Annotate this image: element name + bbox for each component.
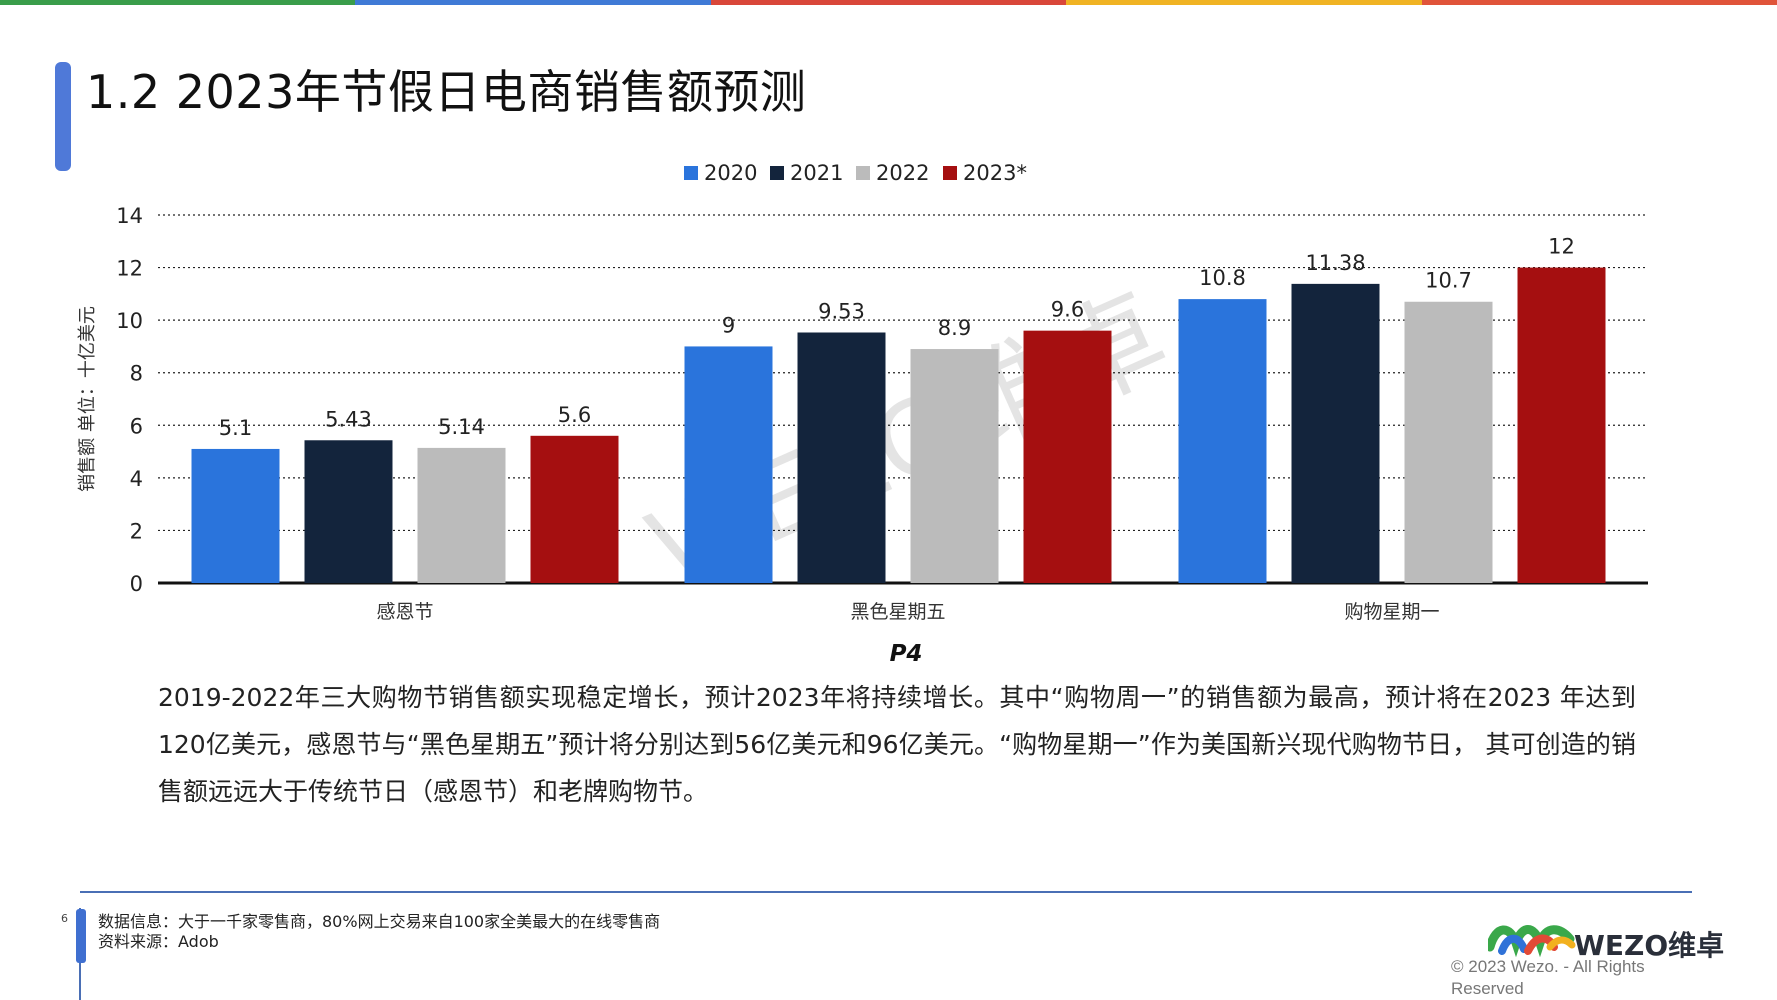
- legend-swatch: [856, 166, 870, 180]
- legend-swatch: [943, 166, 957, 180]
- data-label: 5.6: [558, 403, 591, 427]
- y-tick-label: 4: [130, 467, 143, 491]
- legend-label: 2022: [876, 161, 929, 185]
- x-tick-label: 购物星期一: [1344, 601, 1439, 623]
- top-bar-segment: [0, 0, 356, 5]
- footer-accent-bar: [76, 909, 86, 963]
- bar: [1404, 301, 1493, 583]
- page-number: 6: [61, 912, 68, 925]
- wezo-logo-icon: [1488, 925, 1576, 958]
- y-tick-label: 8: [130, 362, 143, 386]
- bar: [910, 349, 999, 583]
- data-label: 11.38: [1305, 251, 1365, 275]
- data-label: 10.7: [1425, 269, 1472, 293]
- data-label: 10.8: [1199, 266, 1246, 290]
- y-tick-label: 10: [116, 309, 143, 333]
- data-info-note: 数据信息：大于一千家零售商，80%网上交易来自100家全美最大的在线零售商: [98, 912, 661, 931]
- page-title: 1.2 2023年节假日电商销售额预测: [86, 65, 807, 119]
- bar: [417, 447, 506, 583]
- y-tick-label: 6: [130, 414, 143, 438]
- data-label: 8.9: [938, 316, 971, 340]
- top-bar-segment: [1421, 0, 1777, 5]
- data-label: 12: [1548, 235, 1575, 259]
- footer-divider: [80, 891, 1692, 893]
- x-tick-label: 感恩节: [376, 601, 433, 623]
- bar: [530, 435, 619, 583]
- bar: [1023, 330, 1112, 583]
- bar: [1178, 299, 1267, 583]
- data-label: 5.14: [438, 415, 485, 439]
- legend-label: 2021: [790, 161, 843, 185]
- y-tick-label: 14: [116, 204, 143, 228]
- data-label: 9.6: [1051, 298, 1084, 322]
- footer-notes: 数据信息：大于一千家零售商，80%网上交易来自100家全美最大的在线零售商 资料…: [98, 912, 660, 952]
- bar: [797, 332, 886, 583]
- top-color-bar: [0, 0, 1777, 5]
- bar: [684, 346, 773, 583]
- bar: [1291, 283, 1380, 583]
- y-tick-label: 2: [130, 519, 143, 543]
- legend-swatch: [770, 166, 784, 180]
- data-label: 9: [722, 313, 735, 337]
- bar: [191, 448, 280, 583]
- data-label: 9.53: [818, 299, 865, 323]
- title-accent-bar: [55, 62, 71, 171]
- source-note: 资料来源：Adob: [98, 932, 219, 951]
- copyright-text: © 2023 Wezo. - All Rights Reserved: [1451, 957, 1645, 998]
- legend-label: 2023*: [963, 161, 1027, 185]
- y-tick-label: 0: [130, 572, 143, 596]
- top-bar-segment: [355, 0, 711, 5]
- logo-text: WEZO维卓: [1574, 929, 1725, 962]
- bar-chart: 0 2 4 6 8 10 12 14 销售额 单位：十亿美元 5.1 9 10.8 5.43 9.53 11…: [77, 161, 1648, 667]
- x-axis-label: P4: [890, 641, 923, 667]
- data-label: 5.1: [219, 416, 252, 440]
- data-label: 5.43: [325, 407, 372, 431]
- top-bar-segment: [710, 0, 1067, 5]
- top-bar-segment: [1066, 0, 1422, 5]
- y-axis-label: 销售额 单位：十亿美元: [77, 306, 98, 492]
- description-text: 2019-2022年三大购物节销售额实现稳定增长，预计2023年将持续增长。其中…: [158, 683, 1636, 806]
- x-tick-label: 黑色星期五: [850, 601, 945, 623]
- legend-label: 2020: [704, 161, 757, 185]
- bar: [1517, 267, 1606, 583]
- y-tick-label: 12: [116, 257, 143, 281]
- bar: [304, 440, 393, 583]
- legend-swatch: [684, 166, 698, 180]
